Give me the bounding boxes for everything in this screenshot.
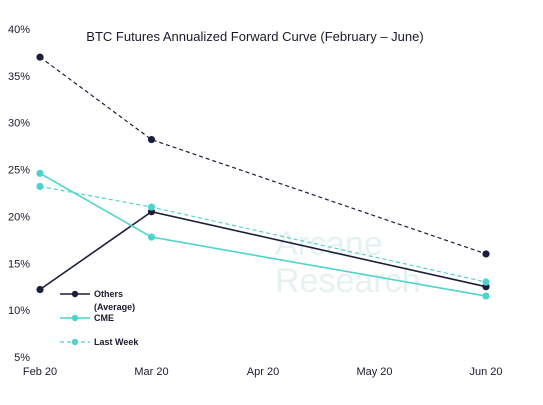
data-point — [36, 285, 44, 294]
legend-swatch-marker — [71, 338, 79, 346]
x-tick-label: Jun 20 — [469, 366, 502, 378]
chart-title: BTC Futures Annualized Forward Curve (Fe… — [86, 29, 423, 44]
data-point — [147, 135, 156, 144]
data-point — [36, 53, 44, 61]
y-tick-label: 15% — [8, 258, 30, 270]
y-tick-label: 25% — [8, 165, 30, 177]
data-point — [147, 233, 156, 241]
x-tick-label: Apr 20 — [247, 366, 279, 378]
legend-label: (Average) — [94, 302, 135, 312]
series-line — [39, 56, 487, 255]
legend-swatch-marker — [71, 314, 79, 322]
data-point — [482, 292, 490, 300]
y-tick-label: 20% — [8, 211, 30, 223]
data-point — [482, 278, 490, 286]
data-point — [482, 250, 490, 258]
data-point — [36, 182, 44, 191]
x-tick-label: Feb 20 — [23, 366, 57, 378]
y-tick-label: 40% — [8, 24, 30, 36]
legend-label: Others — [94, 289, 123, 299]
series-layer — [36, 53, 490, 300]
watermark-line1: Arcane — [275, 225, 383, 263]
legend: Others (Average)CME Last Week — [60, 289, 139, 347]
legend-label: Last Week — [94, 337, 139, 347]
y-tick-label: 30% — [8, 118, 30, 130]
y-tick-label: 10% — [8, 305, 30, 317]
y-tick-label: 5% — [14, 352, 30, 364]
y-axis: 5% 10% 15% 20% 25% 30% 35% 40% — [8, 24, 30, 364]
legend-label: CME — [94, 313, 114, 323]
y-tick-label: 35% — [8, 71, 30, 83]
data-point — [36, 169, 44, 177]
data-point — [147, 203, 156, 211]
legend-swatch-marker — [71, 290, 79, 298]
x-axis: Feb 20 Mar 20 Apr 20 May 20 Jun 20 — [23, 366, 503, 378]
x-tick-label: May 20 — [356, 366, 392, 378]
x-tick-label: Mar 20 — [134, 366, 168, 378]
